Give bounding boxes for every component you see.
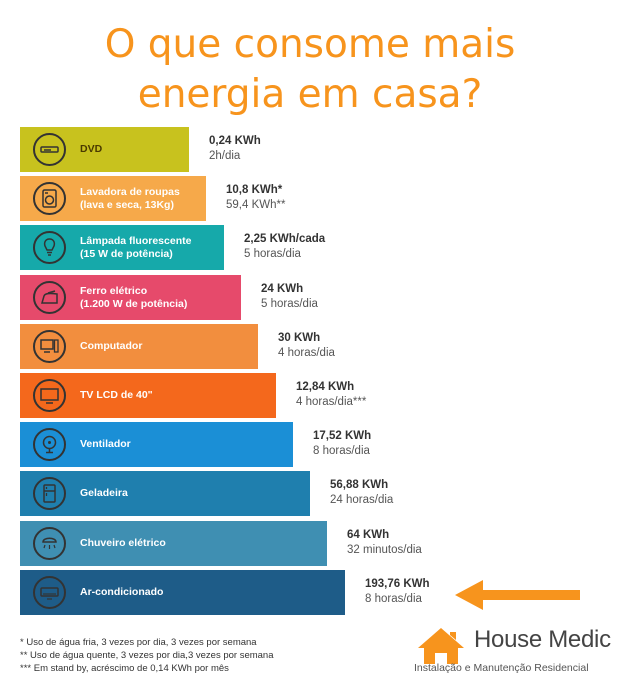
category-label: Ar-condicionado bbox=[80, 586, 164, 598]
footnotes: * Uso de água fria, 3 vezes por dia, 3 v… bbox=[20, 636, 274, 675]
detail-label: 24 horas/dia bbox=[330, 494, 394, 506]
bar: Ar-condicionado bbox=[20, 570, 345, 615]
value-label: 30 KWh bbox=[278, 332, 321, 344]
category-label: TV LCD de 40" bbox=[80, 389, 153, 401]
category-label: DVD bbox=[80, 143, 103, 155]
house-medic-logo: House Medic Instalação e Manutenção Resi… bbox=[414, 622, 614, 682]
value-label: 24 KWh bbox=[261, 283, 304, 295]
fan-icon bbox=[33, 428, 66, 461]
category-label: Lâmpada fluorescente (15 W de potência) bbox=[80, 234, 192, 260]
value-annotation: 0,24 KWh 2h/dia bbox=[209, 134, 261, 164]
detail-label: 32 minutos/dia bbox=[347, 544, 422, 556]
bar: Computador bbox=[20, 324, 258, 369]
bar: Ventilador bbox=[20, 422, 293, 467]
footnote: * Uso de água fria, 3 vezes por dia, 3 v… bbox=[20, 637, 257, 648]
highlight-arrow-icon bbox=[455, 580, 580, 610]
value-label: 0,24 KWh bbox=[209, 135, 261, 147]
brand-name: House Medic bbox=[474, 626, 611, 653]
value-label: 12,84 KWh bbox=[296, 381, 355, 393]
detail-label: 4 horas/dia*** bbox=[296, 396, 367, 408]
chart-title: O que consome mais energia em casa? bbox=[0, 20, 620, 120]
bar: TV LCD de 40" bbox=[20, 373, 276, 418]
value-label: 17,52 KWh bbox=[313, 430, 372, 442]
category-label: Lavadora de roupas (lava e seca, 13Kg) bbox=[80, 185, 180, 211]
category-label: Ferro elétrico (1.200 W de potência) bbox=[80, 284, 188, 310]
bar: Lavadora de roupas (lava e seca, 13Kg) bbox=[20, 176, 206, 221]
dvd-player-icon bbox=[33, 133, 66, 166]
detail-label: 5 horas/dia bbox=[244, 248, 301, 260]
value-label: 64 KWh bbox=[347, 529, 390, 541]
bar: DVD bbox=[20, 127, 189, 172]
detail-label: 59,4 KWh** bbox=[226, 199, 286, 211]
light-bulb-icon bbox=[33, 231, 66, 264]
value-annotation: 2,25 KWh/cada 5 horas/dia bbox=[244, 232, 325, 262]
value-annotation: 17,52 KWh 8 horas/dia bbox=[313, 429, 371, 459]
computer-icon bbox=[33, 330, 66, 363]
tv-icon bbox=[33, 379, 66, 412]
washing-machine-icon bbox=[33, 182, 66, 215]
category-label: Chuveiro elétrico bbox=[80, 537, 166, 549]
value-annotation: 12,84 KWh 4 horas/dia*** bbox=[296, 380, 366, 410]
value-annotation: 24 KWh 5 horas/dia bbox=[261, 282, 318, 312]
value-annotation: 10,8 KWh* 59,4 KWh** bbox=[226, 183, 285, 213]
value-label: 10,8 KWh* bbox=[226, 184, 283, 196]
detail-label: 2h/dia bbox=[209, 150, 241, 162]
title-line-1: O que consome mais bbox=[104, 22, 516, 67]
category-label: Computador bbox=[80, 340, 143, 352]
house-logo-icon bbox=[418, 628, 464, 664]
value-annotation: 30 KWh 4 horas/dia bbox=[278, 331, 335, 361]
value-label: 193,76 KWh bbox=[365, 578, 430, 590]
iron-icon bbox=[33, 281, 66, 314]
title-line-2: energia em casa? bbox=[137, 72, 483, 117]
detail-label: 4 horas/dia bbox=[278, 347, 335, 359]
bar: Lâmpada fluorescente (15 W de potência) bbox=[20, 225, 224, 270]
value-annotation: 193,76 KWh 8 horas/dia bbox=[365, 577, 430, 607]
category-label: Geladeira bbox=[80, 487, 128, 499]
value-label: 56,88 KWh bbox=[330, 479, 389, 491]
bar: Ferro elétrico (1.200 W de potência) bbox=[20, 275, 241, 320]
detail-label: 5 horas/dia bbox=[261, 298, 318, 310]
shower-icon bbox=[33, 527, 66, 560]
value-label: 2,25 KWh/cada bbox=[244, 233, 326, 245]
bar: Chuveiro elétrico bbox=[20, 521, 327, 566]
value-annotation: 64 KWh 32 minutos/dia bbox=[347, 528, 422, 558]
detail-label: 8 horas/dia bbox=[365, 593, 422, 605]
detail-label: 8 horas/dia bbox=[313, 445, 370, 457]
brand-tagline: Instalação e Manutenção Residencial bbox=[414, 662, 589, 674]
footnote: ** Uso de água quente, 3 vezes por dia,3… bbox=[20, 650, 274, 661]
footnote: *** Em stand by, acréscimo de 0,14 KWh p… bbox=[20, 663, 229, 674]
bar: Geladeira bbox=[20, 471, 310, 516]
refrigerator-icon bbox=[33, 477, 66, 510]
air-conditioner-icon bbox=[33, 576, 66, 609]
value-annotation: 56,88 KWh 24 horas/dia bbox=[330, 478, 393, 508]
category-label: Ventilador bbox=[80, 438, 131, 450]
